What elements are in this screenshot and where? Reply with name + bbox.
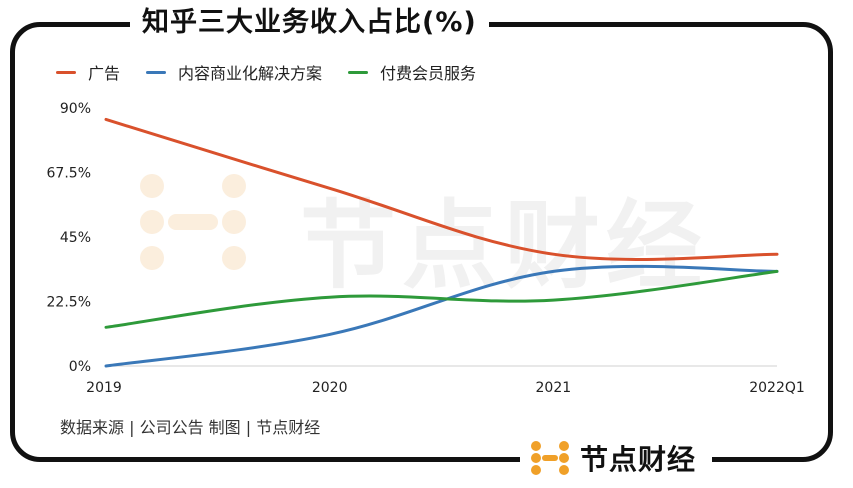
data-source-note: 数据来源 | 公司公告 制图 | 节点财经 (60, 418, 321, 437)
legend-swatch-membership (348, 70, 369, 74)
watermark-logo-icon (140, 174, 246, 270)
x-tick-label: 2021 (536, 380, 572, 396)
brand-logo-icon (531, 441, 569, 475)
series-line-ads (104, 117, 779, 261)
x-tick-label: 2022Q1 (749, 380, 805, 396)
chart-title: 知乎三大业务收入占比(%) (130, 4, 489, 42)
legend-item-membership[interactable]: 付费会员服务 (348, 60, 476, 84)
legend-label-content: 内容商业化解决方案 (178, 64, 323, 83)
y-tick-label: 45% (60, 230, 91, 246)
legend-label-ads: 广告 (88, 64, 121, 83)
series-line-membership (104, 269, 779, 329)
legend-swatch-content (146, 70, 167, 74)
y-tick-label: 0% (69, 359, 91, 375)
legend: 广告 内容商业化解决方案 付费会员服务 (56, 60, 502, 84)
x-tick-label: 2020 (312, 380, 348, 396)
brand-badge: 节点财经 (520, 436, 713, 480)
y-tick-label: 67.5% (47, 166, 91, 182)
brand-name: 节点财经 (580, 443, 697, 476)
legend-swatch-ads (56, 70, 76, 74)
legend-item-content[interactable]: 内容商业化解决方案 (146, 60, 322, 84)
y-tick-label: 90% (60, 101, 91, 117)
series-line-content (104, 264, 779, 368)
legend-label-membership: 付费会员服务 (380, 64, 477, 83)
legend-item-ads[interactable]: 广告 (56, 60, 120, 84)
y-tick-label: 22.5% (47, 295, 91, 311)
x-tick-label: 2019 (86, 380, 122, 396)
